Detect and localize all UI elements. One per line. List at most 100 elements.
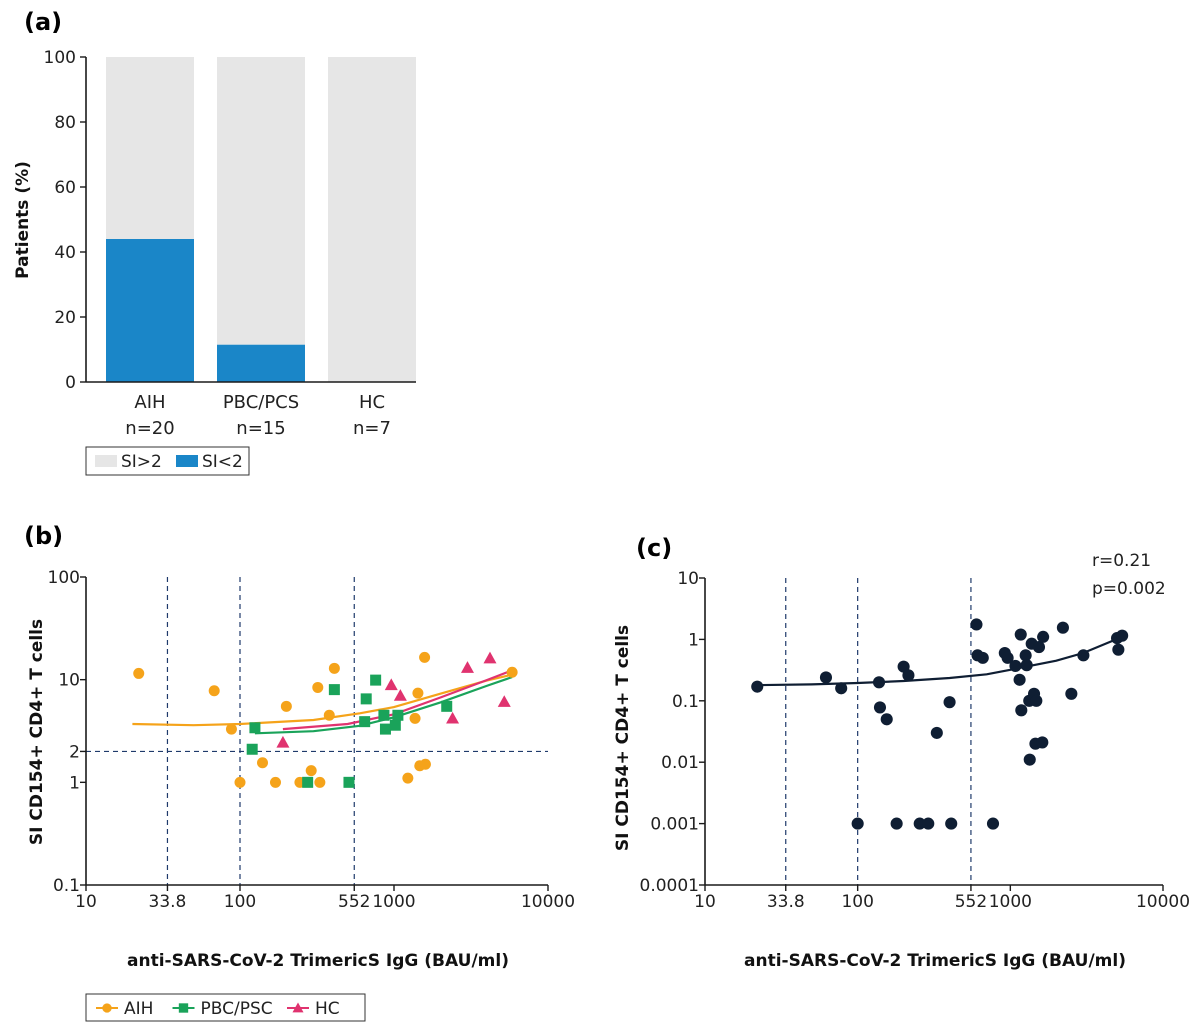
legend-marker-hc — [292, 1002, 304, 1013]
x-tick-label: 33.8 — [767, 892, 805, 912]
panel-b-point-aih — [280, 700, 292, 712]
panel-c-point-data — [930, 726, 943, 739]
panel-b-point-pbc-psc — [441, 700, 453, 712]
panel-c-annotation-r: r=0.21 — [1092, 551, 1151, 571]
x-tick-label: 10000 — [1136, 892, 1190, 912]
panel-c-point-data — [945, 817, 958, 830]
panel-c-point-data — [976, 651, 989, 664]
panel-c-point-data — [880, 713, 893, 726]
panel-b-point-aih — [323, 709, 335, 721]
legend-label-si-gt2: SI>2 — [121, 452, 162, 472]
panel-c-annotation-p: p=0.002 — [1092, 579, 1166, 599]
panel-b-point-pbc-psc — [249, 722, 261, 734]
panel-c-point-data — [943, 696, 956, 709]
panel-c-point-data — [970, 618, 983, 631]
y-tick-label: 1 — [69, 773, 80, 793]
panel-b-point-hc — [483, 651, 497, 664]
panel-b-point-hc — [497, 695, 511, 707]
y-tick-label: 2 — [69, 742, 80, 762]
category-n-label: n=7 — [353, 418, 391, 439]
panel-b-xlabel: anti-SARS-CoV-2 TrimericS IgG (BAU/ml) — [127, 951, 509, 971]
panel-c-point-data — [890, 817, 903, 830]
panel-b-point-hc — [276, 735, 290, 748]
panel-b-point-hc — [393, 689, 407, 701]
panel-b-point-aih — [305, 765, 317, 777]
panel-c-fit-line — [757, 635, 1123, 687]
panel-c-point-data — [1030, 694, 1043, 707]
y-tick-label: 80 — [54, 113, 76, 133]
x-tick-label: 100 — [841, 892, 873, 912]
legend-marker-pbc-psc — [178, 1003, 189, 1013]
legend-label-pbc-psc: PBC/PSC — [201, 999, 273, 1019]
panel-letter-b: (b) — [24, 522, 63, 550]
panel-c-point-data — [913, 817, 926, 830]
y-tick-label: 0.01 — [661, 753, 699, 773]
panel-b-fit-line-hc — [282, 669, 513, 731]
x-tick-label: 10000 — [521, 892, 575, 912]
panel-c-point-data — [751, 680, 764, 693]
x-tick-label: 10 — [694, 892, 716, 912]
panel-c-point-data — [872, 676, 886, 689]
panel-b-point-pbc-psc — [246, 743, 258, 755]
x-tick-label: 552 — [338, 892, 370, 912]
x-tick-label: 552 — [955, 892, 987, 912]
panel-c-point-data — [835, 682, 848, 695]
legend-swatch-si-gt2 — [95, 455, 117, 467]
panel-c-point-data — [1065, 687, 1078, 700]
panel-b-point-hc — [446, 711, 460, 724]
panel-c-point-data — [1020, 659, 1033, 672]
panel-b-point-aih — [419, 758, 431, 770]
panel-a-chart: AIH n=20 PBC/PCS n=15 HC n=7 0 20 40 60 80 100 — [44, 48, 416, 439]
panel-b-point-pbc-psc — [302, 776, 314, 788]
x-tick-label: 33.8 — [149, 892, 187, 912]
y-tick-label: 10 — [58, 671, 80, 691]
panel-c-point-data — [1014, 628, 1027, 641]
legend-label-si-lt2: SI<2 — [202, 452, 243, 472]
panel-c-point-data — [873, 701, 887, 714]
bar-pbc-pcs-si-lt2 — [217, 344, 305, 382]
y-tick-label: 0 — [65, 373, 76, 393]
panel-c-point-data — [1009, 659, 1022, 672]
panel-b-point-aih — [133, 667, 145, 679]
category-label: PBC/PCS — [223, 392, 299, 413]
y-tick-label: 0.0001 — [640, 876, 699, 896]
panel-b-point-aih — [402, 772, 414, 784]
category-n-label: n=20 — [125, 418, 174, 439]
panel-b-point-aih — [328, 662, 340, 674]
y-tick-label: 0.001 — [650, 815, 699, 835]
panel-b-point-hc — [384, 678, 398, 691]
panel-c-point-data — [1013, 673, 1026, 686]
panel-c-point-data — [1015, 704, 1028, 717]
y-tick-label: 60 — [54, 178, 76, 198]
legend-label-aih: AIH — [124, 999, 153, 1019]
x-tick-label: 10 — [75, 892, 97, 912]
panel-c-point-data — [1037, 630, 1050, 643]
y-tick-label: 0.1 — [53, 876, 80, 896]
panel-c-point-data — [1056, 621, 1069, 634]
y-tick-label: 100 — [44, 48, 76, 68]
panel-b-point-hc — [460, 661, 474, 673]
panel-c-point-data — [819, 671, 833, 684]
legend-marker-aih — [102, 1003, 112, 1013]
panel-b-point-aih — [312, 681, 324, 693]
panel-b-point-pbc-psc — [378, 709, 390, 721]
panel-c-point-data — [851, 817, 864, 830]
y-tick-label: 0.1 — [672, 692, 699, 712]
panel-a-legend: SI>2 SI<2 — [85, 446, 250, 476]
panel-c-point-data — [1032, 641, 1046, 654]
panel-b-point-aih — [208, 685, 220, 697]
y-tick-label: 20 — [54, 308, 76, 328]
panel-letter-c: (c) — [636, 534, 672, 562]
panel-c-point-data — [1023, 753, 1036, 766]
panel-b-point-aih — [412, 687, 424, 699]
panel-c-point-data — [1077, 649, 1090, 662]
legend-label-hc: HC — [315, 999, 340, 1019]
category-label: HC — [359, 392, 385, 413]
panel-c-point-data — [1036, 736, 1049, 749]
panel-c-point-data — [986, 817, 1000, 830]
panel-c-chart: 0.0001 0.001 0.01 0.1 1 10 10 33.8 100 552 1000 100… — [640, 569, 1191, 912]
panel-c-point-data — [902, 669, 915, 682]
category-label: AIH — [134, 392, 165, 413]
x-tick-label: 1000 — [372, 892, 415, 912]
